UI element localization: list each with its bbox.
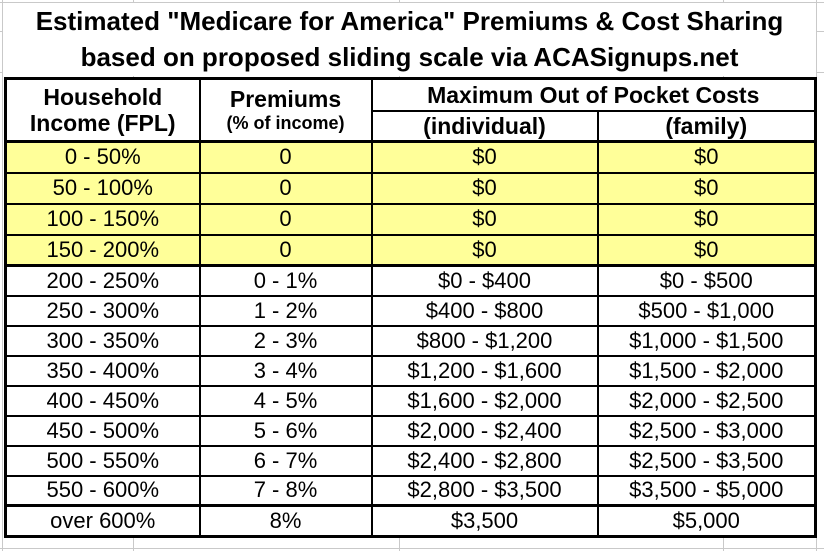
cell-family: $0 bbox=[596, 171, 817, 205]
cell-income: 550 - 600% bbox=[4, 474, 201, 507]
cell-premium: 1 - 2% bbox=[198, 294, 373, 327]
table-row: over 600% 8% $3,500 $5,000 bbox=[4, 504, 817, 538]
cell-income: 400 - 450% bbox=[4, 384, 201, 417]
cell-income: 500 - 550% bbox=[4, 444, 201, 477]
table-row: 0 - 50% 0 $0 $0 bbox=[4, 140, 817, 174]
table-title-line2: based on proposed sliding scale via ACAS… bbox=[80, 42, 739, 73]
cell-premium: 0 bbox=[198, 202, 373, 236]
cell-family: $3,500 - $5,000 bbox=[596, 474, 817, 507]
cell-family: $2,500 - $3,500 bbox=[596, 444, 817, 477]
cell-family: $5,000 bbox=[596, 504, 817, 538]
table-title-line1: Estimated "Medicare for America" Premium… bbox=[35, 5, 784, 36]
cell-income: 150 - 200% bbox=[4, 233, 201, 267]
header-household-income: Household Income (FPL) bbox=[4, 77, 201, 143]
cell-premium: 4 - 5% bbox=[198, 384, 373, 417]
cell-premium: 0 - 1% bbox=[198, 264, 373, 297]
cell-family: $2,500 - $3,000 bbox=[596, 414, 817, 447]
spreadsheet-gridline bbox=[0, 548, 824, 549]
cell-individual: $2,800 - $3,500 bbox=[370, 474, 599, 507]
table-row: 100 - 150% 0 $0 $0 bbox=[4, 202, 817, 236]
header-premiums: Premiums (% of income) bbox=[198, 77, 373, 143]
cell-premium: 7 - 8% bbox=[198, 474, 373, 507]
table-row: 450 - 500% 5 - 6% $2,000 - $2,400 $2,500 - … bbox=[4, 414, 817, 447]
table-row: 250 - 300% 1 - 2% $400 - $800 $500 - $1,000 bbox=[4, 294, 817, 327]
cell-income: 100 - 150% bbox=[4, 202, 201, 236]
cell-individual: $2,400 - $2,800 bbox=[370, 444, 599, 477]
cell-income: 300 - 350% bbox=[4, 324, 201, 357]
cell-income: 200 - 250% bbox=[4, 264, 201, 297]
header-household-income-line2: Income (FPL) bbox=[29, 110, 176, 136]
cell-individual: $0 bbox=[370, 171, 599, 205]
cell-premium: 2 - 3% bbox=[198, 324, 373, 357]
cell-family: $0 bbox=[596, 233, 817, 267]
table-row: 150 - 200% 0 $0 $0 bbox=[4, 233, 817, 267]
cell-premium: 0 bbox=[198, 233, 373, 267]
cell-premium: 6 - 7% bbox=[198, 444, 373, 477]
cell-premium: 0 bbox=[198, 140, 373, 174]
cell-individual: $1,600 - $2,000 bbox=[370, 384, 599, 417]
cell-family: $0 bbox=[596, 140, 817, 174]
table-row: 350 - 400% 3 - 4% $1,200 - $1,600 $1,500 - … bbox=[4, 354, 817, 387]
cell-individual: $3,500 bbox=[370, 504, 599, 538]
table-row: 300 - 350% 2 - 3% $800 - $1,200 $1,000 - $1… bbox=[4, 324, 817, 357]
cell-income: 250 - 300% bbox=[4, 294, 201, 327]
cell-individual: $0 bbox=[370, 140, 599, 174]
cell-premium: 8% bbox=[198, 504, 373, 538]
cell-income: 0 - 50% bbox=[4, 140, 201, 174]
header-family: (family) bbox=[596, 109, 817, 143]
cell-individual: $2,000 - $2,400 bbox=[370, 414, 599, 447]
table-row: 400 - 450% 4 - 5% $1,600 - $2,000 $2,000 - … bbox=[4, 384, 817, 417]
table-body: 0 - 50% 0 $0 $0 50 - 100% 0 $0 $0 100 - 150% 0 $0 $… bbox=[4, 140, 817, 538]
cell-income: 450 - 500% bbox=[4, 414, 201, 447]
header-individual: (individual) bbox=[370, 109, 599, 143]
spreadsheet-gridline bbox=[0, 2, 824, 3]
cell-family: $2,000 - $2,500 bbox=[596, 384, 817, 417]
cell-family: $0 - $500 bbox=[596, 264, 817, 297]
header-premiums-line1: Premiums bbox=[229, 86, 342, 113]
title-cell: Estimated "Medicare for America" Premium… bbox=[3, 3, 816, 76]
cell-premium: 5 - 6% bbox=[198, 414, 373, 447]
header-premiums-line2: (% of income) bbox=[226, 112, 345, 133]
cell-premium: 3 - 4% bbox=[198, 354, 373, 387]
cell-family: $1,000 - $1,500 bbox=[596, 324, 817, 357]
cell-individual: $0 bbox=[370, 233, 599, 267]
cell-individual: $0 bbox=[370, 202, 599, 236]
cell-family: $1,500 - $2,000 bbox=[596, 354, 817, 387]
cell-income: 50 - 100% bbox=[4, 171, 201, 205]
cell-individual: $1,200 - $1,600 bbox=[370, 354, 599, 387]
premium-cost-table: Household Income (FPL) Premiums (% of in… bbox=[4, 77, 817, 538]
cell-individual: $400 - $800 bbox=[370, 294, 599, 327]
cell-individual: $0 - $400 bbox=[370, 264, 599, 297]
spreadsheet-gridline bbox=[2, 0, 3, 551]
table-row: 200 - 250% 0 - 1% $0 - $400 $0 - $500 bbox=[4, 264, 817, 297]
cell-premium: 0 bbox=[198, 171, 373, 205]
cell-income: 350 - 400% bbox=[4, 354, 201, 387]
cell-family: $500 - $1,000 bbox=[596, 294, 817, 327]
cell-individual: $800 - $1,200 bbox=[370, 324, 599, 357]
table-row: 500 - 550% 6 - 7% $2,400 - $2,800 $2,500 - … bbox=[4, 444, 817, 477]
header-household-income-line1: Household bbox=[43, 83, 163, 110]
table-row: 50 - 100% 0 $0 $0 bbox=[4, 171, 817, 205]
header-max-out-of-pocket: Maximum Out of Pocket Costs bbox=[370, 77, 817, 112]
table-row: 550 - 600% 7 - 8% $2,800 - $3,500 $3,500 - … bbox=[4, 474, 817, 507]
cell-family: $0 bbox=[596, 202, 817, 236]
cell-income: over 600% bbox=[4, 504, 201, 538]
